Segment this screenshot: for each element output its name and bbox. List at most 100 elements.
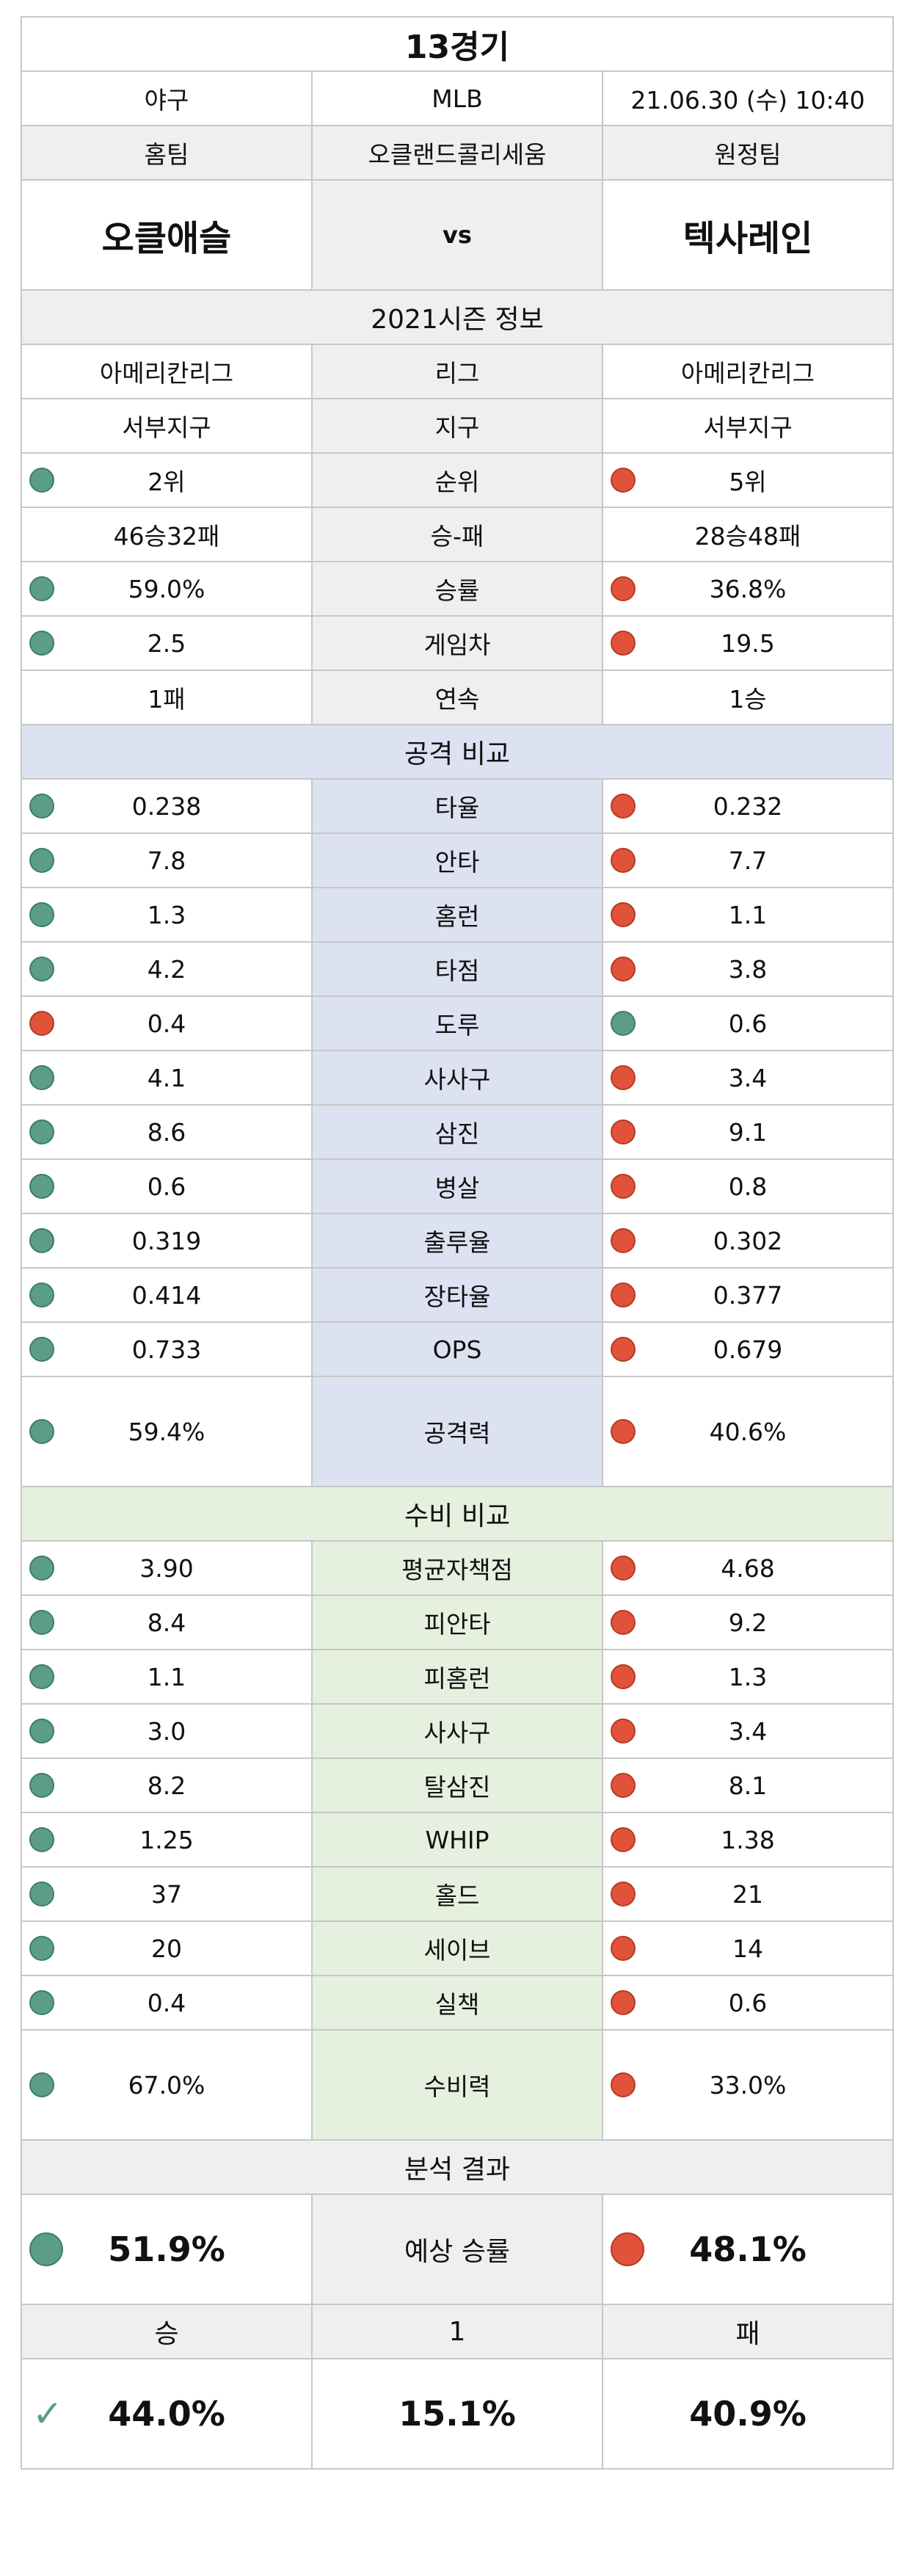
away-stat-cell: 36.8% xyxy=(603,562,894,615)
red-dot-icon xyxy=(611,1065,636,1090)
stat-label: 출루율 xyxy=(313,1214,603,1267)
home-stat-cell: 1.3 xyxy=(22,888,313,941)
season-stat-row: 2위 순위 5위 xyxy=(22,454,894,508)
away-stat-cell: 7.7 xyxy=(603,834,894,887)
away-stat-value: 5위 xyxy=(729,468,767,496)
green-dot-icon xyxy=(29,1419,54,1444)
green-dot-icon xyxy=(611,1011,636,1036)
away-stat-cell: 3.8 xyxy=(603,943,894,995)
home-stat-cell: 0.414 xyxy=(22,1269,313,1321)
home-stat-value: 0.238 xyxy=(131,791,202,821)
red-dot-icon xyxy=(611,1719,636,1744)
red-dot-icon xyxy=(611,1556,636,1581)
away-stat-cell: 33.0% xyxy=(603,2031,894,2139)
stat-label: 타율 xyxy=(313,780,603,832)
away-stat-cell: 0.302 xyxy=(603,1214,894,1267)
green-dot-icon xyxy=(29,1990,54,2015)
green-dot-icon xyxy=(29,1719,54,1744)
red-dot-icon xyxy=(611,1120,636,1144)
attack-stat-row: 59.4% 공격력 40.6% xyxy=(22,1377,894,1487)
home-stat-cell: 8.6 xyxy=(22,1106,313,1158)
stat-label: 세이브 xyxy=(313,1922,603,1975)
home-stat-value: 3.0 xyxy=(147,1716,186,1746)
home-stat-cell: 2.5 xyxy=(22,617,313,670)
stat-label: 공격력 xyxy=(313,1377,603,1486)
home-stat-value: 0.319 xyxy=(131,1226,202,1255)
season-stat-row: 서부지구 지구 서부지구 xyxy=(22,399,894,454)
home-stat-cell: 3.90 xyxy=(22,1542,313,1594)
away-stat-cell: 아메리칸리그 xyxy=(603,345,894,398)
green-dot-icon xyxy=(29,1610,54,1635)
red-dot-icon xyxy=(611,631,636,656)
red-dot-icon xyxy=(611,1282,636,1307)
away-stat-cell: 서부지구 xyxy=(603,399,894,452)
home-stat-cell: 0.238 xyxy=(22,780,313,832)
home-stat-value: 67.0% xyxy=(128,2070,205,2100)
red-dot-icon xyxy=(611,1174,636,1199)
away-stat-value: 1.1 xyxy=(728,900,768,929)
defense-power-row: 67.0% 수비력 33.0% xyxy=(22,2031,894,2141)
home-expected-cell: 51.9% xyxy=(22,2195,313,2304)
home-stat-value: 4.1 xyxy=(147,1063,186,1092)
defense-stat-row: 37 홀드 21 xyxy=(22,1868,894,1922)
loss-pct: 40.9% xyxy=(603,2359,894,2468)
stat-label: 병살 xyxy=(313,1160,603,1213)
away-stat-cell: 0.377 xyxy=(603,1269,894,1321)
home-stat-cell: 59.4% xyxy=(22,1377,313,1486)
away-stat-value: 3.4 xyxy=(728,1716,768,1746)
venue-cell: 오클랜드콜리세움 xyxy=(313,126,603,179)
season-stat-row: 59.0% 승률 36.8% xyxy=(22,562,894,617)
home-stat-value: 2위 xyxy=(148,468,186,496)
attack-stat-row: 0.4 도루 0.6 xyxy=(22,997,894,1051)
attack-stat-row: 4.2 타점 3.8 xyxy=(22,943,894,997)
away-stat-cell: 40.6% xyxy=(603,1377,894,1486)
attack-stat-row: 8.6 삼진 9.1 xyxy=(22,1106,894,1160)
vs-label: vs xyxy=(313,181,603,289)
stat-label: 실책 xyxy=(313,1976,603,2029)
away-stat-cell: 14 xyxy=(603,1922,894,1975)
away-stat-value: 서부지구 xyxy=(703,413,793,442)
home-stat-cell: 0.4 xyxy=(22,1976,313,2029)
stat-label: 장타율 xyxy=(313,1269,603,1321)
stat-label: 사사구 xyxy=(313,1705,603,1757)
stat-label: 사사구 xyxy=(313,1051,603,1104)
analysis-section-title: 분석 결과 xyxy=(22,2141,894,2194)
home-stat-value: 8.6 xyxy=(147,1117,186,1147)
away-stat-value: 0.302 xyxy=(713,1226,783,1255)
stat-label: 지구 xyxy=(313,399,603,452)
home-stat-value: 아메리칸리그 xyxy=(99,359,234,388)
away-stat-cell: 19.5 xyxy=(603,617,894,670)
away-stat-value: 0.679 xyxy=(713,1335,783,1364)
home-stat-cell: 20 xyxy=(22,1922,313,1975)
away-stat-value: 1.3 xyxy=(728,1662,768,1691)
home-stat-cell: 0.6 xyxy=(22,1160,313,1213)
red-dot-icon xyxy=(611,576,636,601)
red-dot-icon xyxy=(611,1773,636,1798)
defense-stat-row: 0.4 실책 0.6 xyxy=(22,1976,894,2031)
away-stat-value: 0.377 xyxy=(713,1280,783,1310)
home-stat-cell: 0.4 xyxy=(22,997,313,1050)
attack-stat-row: 4.1 사사구 3.4 xyxy=(22,1051,894,1106)
green-dot-icon xyxy=(29,1282,54,1307)
away-stat-value: 33.0% xyxy=(709,2070,787,2100)
red-dot-icon xyxy=(611,1936,636,1961)
home-stat-value: 8.2 xyxy=(147,1771,186,1800)
home-stat-cell: 1패 xyxy=(22,671,313,724)
home-stat-cell: 0.319 xyxy=(22,1214,313,1267)
stat-label: 승-패 xyxy=(313,508,603,561)
away-stat-value: 19.5 xyxy=(721,628,775,658)
red-dot-icon xyxy=(611,1337,636,1362)
home-stat-value: 37 xyxy=(151,1879,182,1909)
home-stat-cell: 4.1 xyxy=(22,1051,313,1104)
away-stat-value: 8.1 xyxy=(728,1771,768,1800)
attack-stat-row: 0.733 OPS 0.679 xyxy=(22,1323,894,1377)
stat-label: 평균자책점 xyxy=(313,1542,603,1594)
season-stat-row: 1패 연속 1승 xyxy=(22,671,894,725)
away-stat-value: 0.6 xyxy=(728,1009,768,1038)
defense-section-title: 수비 비교 xyxy=(22,1487,894,1540)
home-stat-cell: 3.0 xyxy=(22,1705,313,1757)
stat-label: 순위 xyxy=(313,454,603,507)
home-stat-cell: 0.733 xyxy=(22,1323,313,1376)
home-stat-value: 서부지구 xyxy=(122,413,211,442)
home-stat-value: 0.6 xyxy=(147,1172,186,1201)
